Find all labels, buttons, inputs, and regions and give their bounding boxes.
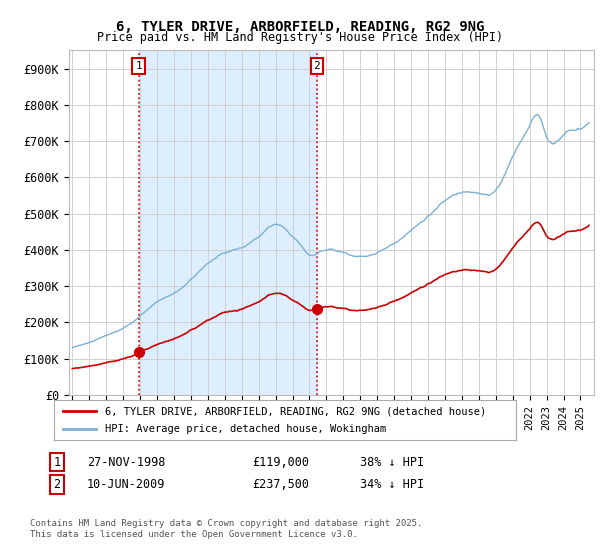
Text: £119,000: £119,000 [252, 455, 309, 469]
Text: 10-JUN-2009: 10-JUN-2009 [87, 478, 166, 491]
Text: 6, TYLER DRIVE, ARBORFIELD, READING, RG2 9NG: 6, TYLER DRIVE, ARBORFIELD, READING, RG2… [116, 20, 484, 34]
Text: 34% ↓ HPI: 34% ↓ HPI [360, 478, 424, 491]
Text: £237,500: £237,500 [252, 478, 309, 491]
Text: Contains HM Land Registry data © Crown copyright and database right 2025.
This d: Contains HM Land Registry data © Crown c… [30, 520, 422, 539]
Text: 6, TYLER DRIVE, ARBORFIELD, READING, RG2 9NG (detached house): 6, TYLER DRIVE, ARBORFIELD, READING, RG2… [105, 407, 486, 417]
Text: 2: 2 [314, 60, 320, 71]
Text: Price paid vs. HM Land Registry's House Price Index (HPI): Price paid vs. HM Land Registry's House … [97, 31, 503, 44]
Text: 2: 2 [53, 478, 61, 491]
Text: 27-NOV-1998: 27-NOV-1998 [87, 455, 166, 469]
Text: 1: 1 [53, 455, 61, 469]
Bar [139, 50, 317, 395]
Text: 1: 1 [135, 60, 142, 71]
Text: 38% ↓ HPI: 38% ↓ HPI [360, 455, 424, 469]
Text: HPI: Average price, detached house, Wokingham: HPI: Average price, detached house, Woki… [105, 423, 386, 433]
